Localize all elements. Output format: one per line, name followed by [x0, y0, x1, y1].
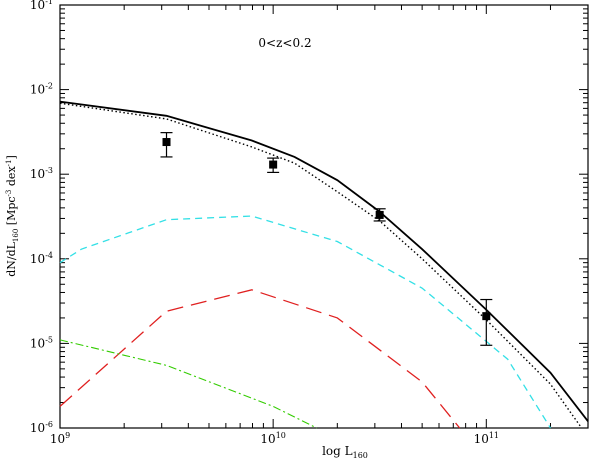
- plot-frame: [59, 4, 589, 429]
- y-axis-label: dN/dL160 [Mpc-3 dex-1]: [5, 155, 20, 277]
- data-point-marker: [162, 138, 171, 147]
- x-tick-labels: 109 1010 1011: [50, 431, 499, 446]
- series-line-longdash: [59, 289, 461, 429]
- data-point-marker: [375, 210, 384, 219]
- x-tick-label: 109: [50, 431, 70, 446]
- redshift-annotation: 0<z<0.2: [258, 36, 311, 50]
- y-tick-label: 10-6: [30, 420, 53, 435]
- y-tick-label: 10-2: [30, 82, 53, 97]
- series-line-solid: [59, 100, 589, 422]
- x-axis-label: log L160: [322, 444, 368, 458]
- y-tick-label: 10-5: [30, 335, 53, 350]
- minor-ticks: [60, 5, 589, 428]
- data-point-marker: [482, 312, 491, 321]
- series-layer: [59, 100, 589, 429]
- x-tick-label: 1010: [260, 431, 285, 446]
- y-tick-label: 10-1: [30, 0, 53, 12]
- series-line-dashed: [59, 215, 552, 429]
- y-tick-label: 10-4: [30, 251, 53, 266]
- series-line-dashdot: [59, 339, 317, 429]
- data-points: [160, 132, 493, 346]
- y-tick-labels: 10-6 10-5 10-4 10-3 10-2 10-1: [30, 0, 53, 435]
- data-point-marker: [269, 160, 278, 169]
- major-ticks: [59, 4, 588, 429]
- x-tick-label: 1011: [474, 431, 499, 446]
- y-tick-label: 10-3: [30, 166, 53, 181]
- series-line-dotted: [59, 102, 583, 429]
